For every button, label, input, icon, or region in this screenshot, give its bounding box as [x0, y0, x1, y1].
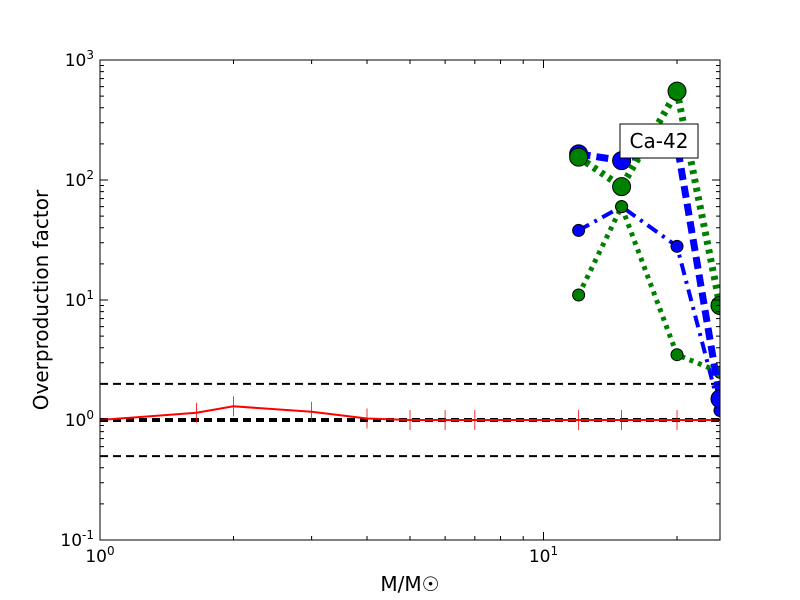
- series-line-1: [100, 405, 720, 421]
- x-axis-label: M/M☉: [380, 572, 439, 596]
- y-tick-label: 103: [65, 48, 94, 71]
- y-tick-label: 102: [65, 168, 94, 191]
- y-tick-label: 100: [65, 408, 94, 431]
- x-axis-ticks: 100 101: [85, 60, 678, 567]
- annotation-frame: [619, 123, 699, 159]
- data-point: [569, 147, 589, 167]
- y-tick-label: 10-1: [60, 528, 94, 551]
- data-point: [572, 288, 586, 302]
- y-axis-ticks: 10-1 100 101 102 103: [60, 48, 720, 551]
- y-tick-label: 101: [65, 288, 94, 311]
- data-point: [667, 81, 687, 101]
- data-point: [572, 223, 586, 237]
- data-point: [670, 348, 684, 362]
- data-point: [615, 200, 629, 214]
- plot-area: [100, 60, 720, 540]
- data-point: [612, 177, 632, 197]
- y-axis-label: Overproduction factor: [29, 189, 53, 410]
- x-tick-label: 101: [529, 544, 558, 567]
- data-point: [710, 389, 720, 409]
- data-point: [710, 295, 720, 315]
- series-line-3: [576, 200, 720, 375]
- annotation-box: Ca-42: [619, 123, 699, 159]
- series-line-2: [577, 204, 720, 412]
- annotation-label: Ca-42: [630, 129, 689, 153]
- series-line-5: [576, 81, 720, 307]
- x-tick-label: 100: [85, 544, 114, 567]
- data-point: [670, 239, 684, 253]
